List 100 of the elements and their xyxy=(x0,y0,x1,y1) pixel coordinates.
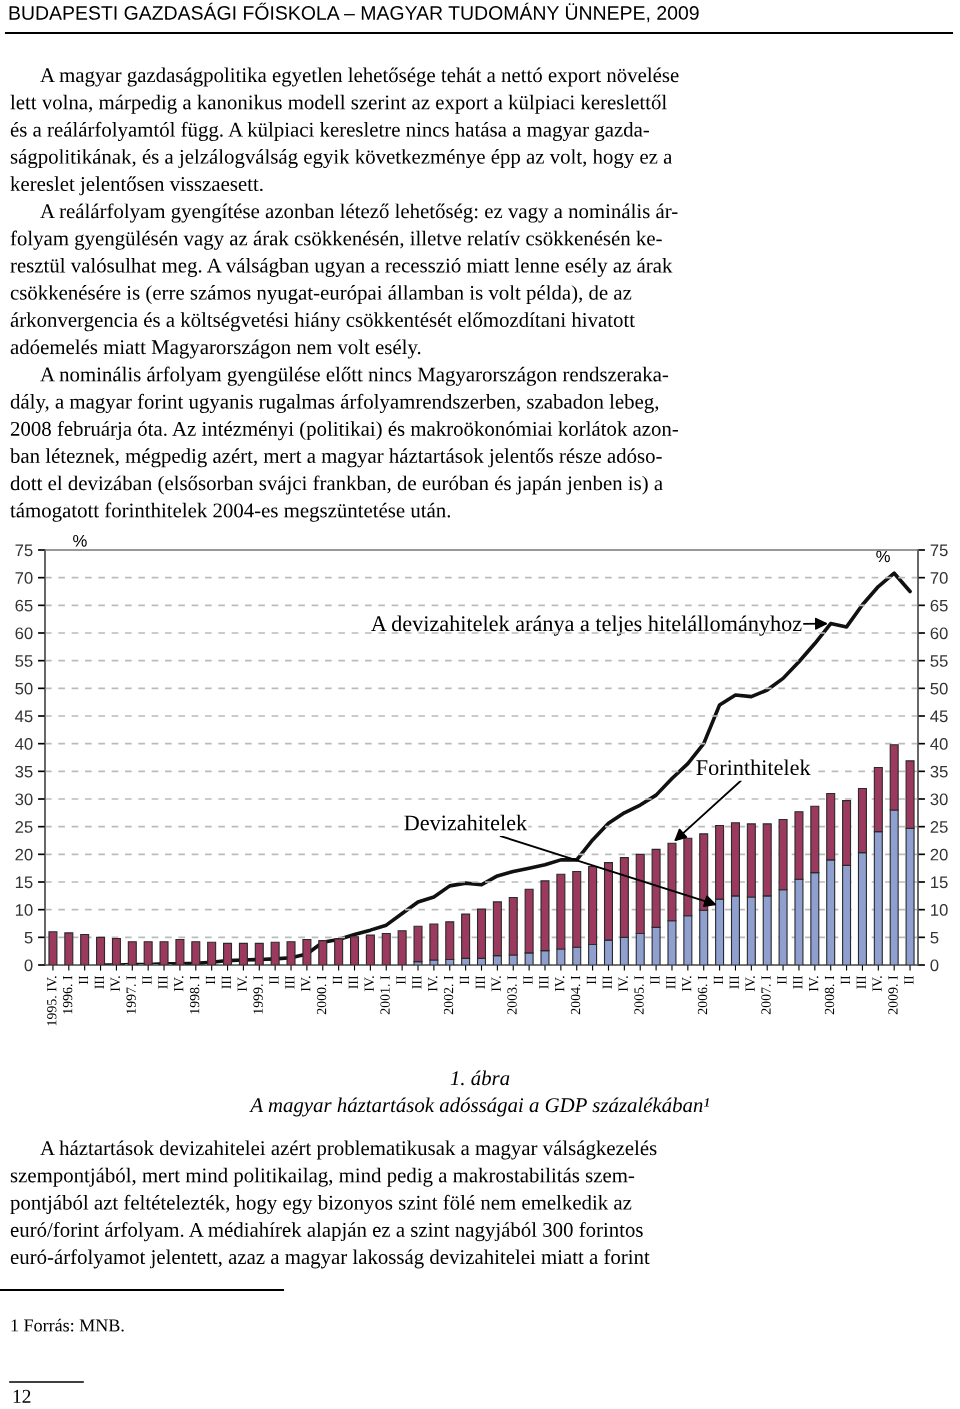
y2-tick-label: 50 xyxy=(930,682,948,695)
x-tick-label: 2001. I xyxy=(380,975,390,1015)
y2-tick-label: 25 xyxy=(930,821,948,833)
x-tick-label: II xyxy=(332,975,342,985)
x-tick-label: IV. xyxy=(872,976,882,992)
bar xyxy=(365,934,375,965)
y2-tick-label: 15 xyxy=(931,876,948,889)
y2-tick-label: 65 xyxy=(930,599,948,612)
text: BUDAPESTI GAZDASÁGI FŐISKOLA – MAGYAR TUDOMÁNY ÜNNEPE, 2009 xyxy=(9,2,699,23)
x-tick-label: 2002. I xyxy=(443,975,454,1015)
x-tick-label: II xyxy=(840,975,850,985)
bar xyxy=(143,941,153,965)
x-tick-label: II xyxy=(586,975,596,985)
x-tick-label: III xyxy=(729,975,739,989)
bar xyxy=(318,940,328,965)
y-tick-label: 75 xyxy=(15,544,33,557)
y2-axis-title: % xyxy=(876,550,890,563)
text: A magyar háztartások adósságai a GDP százalékában¹ xyxy=(249,1097,709,1117)
text: 1. ábra xyxy=(450,1070,510,1086)
text: 12 xyxy=(13,1389,31,1403)
bar xyxy=(191,941,201,965)
bar xyxy=(159,941,169,965)
x-tick-label: 2004. I xyxy=(570,975,581,1015)
y2-tick-label: 20 xyxy=(930,848,948,861)
text: A háztartások devizahitelei azért problematikusak a magyar válságkezelés szempontjából, mert mind politikailag, mind pedig a makrostabilitás szem- pontjából azt feltételezték, hogy egy bizonyos szint fölé nem emelkedik az euró/forint árfolyam. A médiahírek alapján ez a szint nagyjából 300 forintos euró-árfolyamot jelentett, azaz a magyar lakosság devizahitelei miatt a forint xyxy=(10,1140,657,1269)
x-tick-label: II xyxy=(205,975,215,985)
bar xyxy=(175,938,185,965)
x-tick-label: IV. xyxy=(682,976,692,992)
x-tick-label: IV. xyxy=(110,976,120,992)
bar xyxy=(286,941,296,965)
y-tick-label: 15 xyxy=(15,876,33,889)
y2-tick-label: 70 xyxy=(930,572,948,584)
x-tick-label: II xyxy=(523,975,533,985)
x-tick-label: III xyxy=(856,975,866,989)
y-tick-label: 20 xyxy=(15,848,33,861)
x-tick-label: 2008. I xyxy=(824,975,835,1015)
x-tick-label: II xyxy=(713,975,723,985)
bar xyxy=(238,942,248,965)
bar xyxy=(349,936,360,965)
y-tick-label: 55 xyxy=(15,655,33,667)
x-tick-label: IV. xyxy=(301,976,311,992)
y2-tick-label: 55 xyxy=(930,655,948,667)
x-tick-label: 2005. I xyxy=(634,975,644,1015)
x-tick-label: III xyxy=(158,975,168,989)
x-tick-label: II xyxy=(459,975,469,985)
x-tick-label: III xyxy=(348,975,358,989)
x-tick-label: II xyxy=(650,975,660,985)
x-tick-label: II xyxy=(396,975,406,985)
x-tick-label: 1995. IV. xyxy=(47,976,57,1026)
bar xyxy=(111,937,121,965)
x-tick-label: 1997. I xyxy=(126,975,136,1014)
x-tick-label: 1999. I xyxy=(253,975,263,1014)
y-tick-label: 10 xyxy=(15,904,33,916)
y-tick-label: 50 xyxy=(15,682,33,695)
x-tick-label: II xyxy=(777,975,787,985)
x-tick-label: IV. xyxy=(618,976,628,992)
x-tick-label: IV. xyxy=(364,976,374,992)
text: 1 Forrás: MNB. xyxy=(11,1318,124,1332)
bar xyxy=(207,941,217,965)
text: A reálárfolyam gyengítése azonban létező lehetőség: ez vagy a nominális ár- folyam gyengülésén vagy az árak csökkenésén, illetve relatív csökkenésén ke- resztül valósulhat meg. A válságban ugyan a recesszió miatt lenne esély az árak csökkenésére is (erre számos nyugat-európai államban is volt példa), de az árkonvergencia és a költségvetési hiány csökkentését előmozdítani hivatott adóemelés miatt Magyarországon nem volt esély. xyxy=(10,203,678,359)
x-tick-label: III xyxy=(285,975,295,989)
y-tick-label: 35 xyxy=(15,765,33,778)
y-tick-label: 25 xyxy=(15,821,33,833)
x-tick-label: 2009. I xyxy=(888,975,898,1015)
x-tick-label: II xyxy=(904,975,914,985)
bar xyxy=(254,942,264,965)
x-tick-label: III xyxy=(412,975,422,989)
x-tick-label: 1998. I xyxy=(189,975,200,1014)
y2-tick-label: 45 xyxy=(930,710,948,723)
x-tick-label: III xyxy=(602,975,612,989)
y-axis-title: % xyxy=(73,534,87,547)
x-tick-label: 1996. I xyxy=(62,975,73,1014)
y-tick-label: 40 xyxy=(15,738,33,750)
text: A magyar gazdaságpolitika egyetlen lehetősége tehát a nettó export növelése lett volna, márpedig a kanonikus modell szerint az export a külpiaci kereslettől és a reálárfolyamtól függ. A külpiaci keresletre nincs hatása a magyar gazda- ságpolitikának, és a jelzálogválság egyik következménye épp az volt, hogy ez a kereslet jelentősen visszaesett. xyxy=(10,67,679,196)
x-tick-label: III xyxy=(221,975,231,989)
text: A nominális árfolyam gyengülése előtt nincs Magyarországon rendszeraka- dály, a magyar forint ugyanis rugalmas árfolyamrendszerben, szabadon lebeg, 2008 februárja óta. Az intézményi (politikai) és makroökonómiai korlátok azon- ban léteznek, mégpedig azért, mert a magyar háztartások jelentős része adóso- dott el devizában (elsősorban svájci frankban, de euróban és japán jenben is) a támogatott forinthitelek 2004-es megszüntetése után. xyxy=(10,366,679,522)
x-tick-label: IV. xyxy=(491,976,501,992)
y2-tick-label: 60 xyxy=(930,627,948,640)
bar xyxy=(413,925,423,963)
y-tick-label: 0 xyxy=(24,959,33,972)
y2-tick-label: 10 xyxy=(931,904,948,916)
bar xyxy=(64,932,74,965)
series-label: A devizahitelek aránya a teljes hitelállományhoz xyxy=(371,615,802,636)
x-tick-label: III xyxy=(539,975,549,989)
bar xyxy=(381,932,391,965)
bar xyxy=(48,931,58,965)
x-tick-label: II xyxy=(269,975,279,985)
bar xyxy=(445,921,455,961)
x-tick-label: IV. xyxy=(745,976,755,992)
y2-tick-label: 30 xyxy=(930,793,948,806)
y2-tick-label: 40 xyxy=(930,738,948,750)
x-tick-label: IV. xyxy=(174,976,184,992)
x-tick-label: III xyxy=(793,975,803,989)
y2-tick-label: 5 xyxy=(930,931,939,944)
series-label: Forinthitelek xyxy=(696,759,811,776)
bar xyxy=(429,923,439,961)
y-tick-label: 30 xyxy=(15,793,33,806)
x-tick-label: IV. xyxy=(237,976,247,992)
y2-tick-label: 75 xyxy=(930,544,948,557)
x-tick-label: II xyxy=(78,975,89,985)
